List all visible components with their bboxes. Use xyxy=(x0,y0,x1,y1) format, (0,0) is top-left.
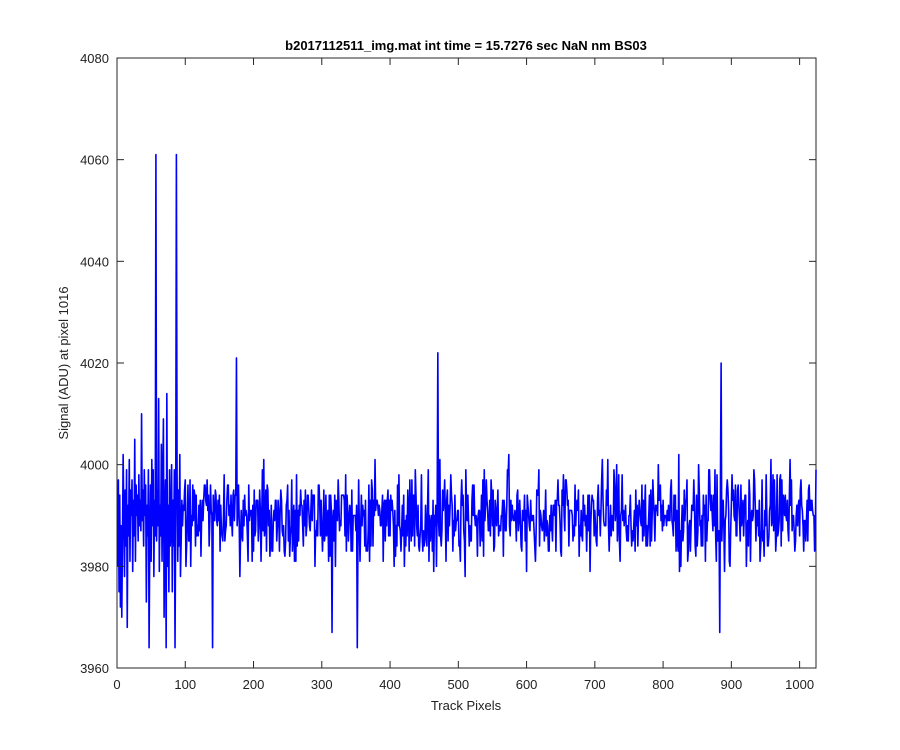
x-axis-label: Track Pixels xyxy=(431,698,502,713)
x-tick-label: 1000 xyxy=(785,677,814,692)
y-axis-label: Signal (ADU) at pixel 1016 xyxy=(56,286,71,439)
x-axis-ticks: 0 100 200 300 400 500 600 700 800 900 1000 xyxy=(113,58,814,692)
x-tick-label: 0 xyxy=(113,677,120,692)
x-tick-label: 800 xyxy=(652,677,674,692)
x-tick-label: 200 xyxy=(243,677,265,692)
plot-area: 0 100 200 300 400 500 600 700 800 900 1000 3960 398… xyxy=(80,51,817,692)
y-tick-label: 4080 xyxy=(80,51,109,66)
y-tick-label: 3960 xyxy=(80,661,109,676)
y-tick-label: 4060 xyxy=(80,153,109,168)
y-tick-label: 3980 xyxy=(80,559,109,574)
x-tick-label: 500 xyxy=(447,677,469,692)
x-tick-label: 400 xyxy=(379,677,401,692)
x-tick-label: 900 xyxy=(721,677,743,692)
x-tick-label: 600 xyxy=(516,677,538,692)
x-tick-label: 300 xyxy=(311,677,333,692)
y-tick-label: 4000 xyxy=(80,458,109,473)
series-line xyxy=(116,153,817,649)
y-axis-ticks: 3960 3980 4000 4020 4040 4060 4080 xyxy=(80,51,816,676)
series-layer xyxy=(116,153,817,649)
x-tick-label: 100 xyxy=(174,677,196,692)
y-tick-label: 4040 xyxy=(80,254,109,269)
x-tick-label: 700 xyxy=(584,677,606,692)
y-tick-label: 4020 xyxy=(80,356,109,371)
chart-title: b2017112511_img.mat int time = 15.7276 s… xyxy=(285,38,647,53)
axes-box xyxy=(116,57,817,669)
